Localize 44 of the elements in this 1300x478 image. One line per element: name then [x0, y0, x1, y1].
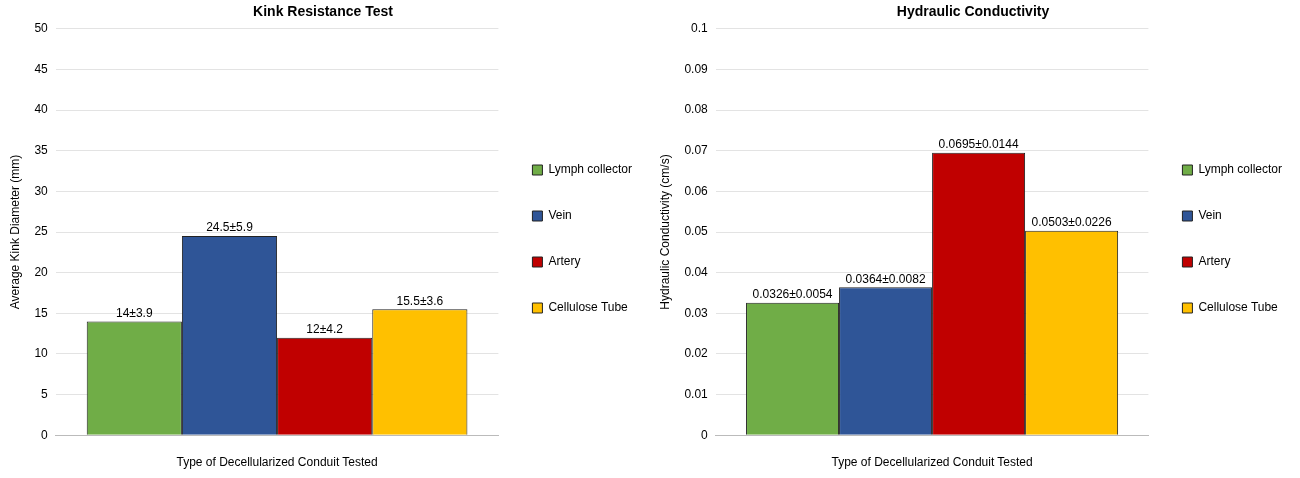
y-tick-label: 0.04	[684, 264, 709, 279]
data-label: 0.0695±0.0144	[938, 137, 1019, 152]
data-label: 12±4.2	[306, 321, 344, 336]
y-tick-label: 15	[34, 305, 49, 320]
chart-title: Hydraulic Conductivity	[896, 3, 1050, 20]
y-tick-label: 20	[34, 264, 49, 279]
data-label: 0.0326±0.0054	[752, 287, 833, 302]
y-tick-label: 30	[34, 183, 49, 198]
data-label: 0.0503±0.0226	[1031, 215, 1112, 230]
legend-label: Vein	[1198, 208, 1222, 223]
data-label: 0.0364±0.0082	[845, 271, 926, 286]
y-tick-label: 35	[34, 143, 49, 158]
y-axis-title: Hydraulic Conductivity (cm/s)	[657, 154, 672, 310]
legend-label: Lymph collector	[1198, 162, 1282, 177]
x-axis-title: Type of Decellularized Conduit Tested	[176, 455, 378, 470]
legend-label: Artery	[1198, 254, 1231, 269]
y-tick-label: 5	[41, 386, 49, 401]
y-tick-label: 0.02	[684, 346, 709, 361]
y-tick-label: 40	[34, 102, 49, 117]
legend-label: Cellulose Tube	[548, 300, 629, 315]
y-tick-label: 25	[34, 224, 49, 239]
chart-title: Kink Resistance Test	[253, 3, 394, 20]
data-label: 24.5±5.9	[206, 220, 254, 235]
legend-label: Vein	[548, 208, 572, 223]
y-tick-label: 0.03	[684, 305, 709, 320]
y-tick-label: 0	[701, 427, 709, 442]
y-tick-label: 10	[34, 346, 49, 361]
y-tick-label: 0.01	[684, 386, 709, 401]
y-tick-label: 0.07	[684, 143, 709, 158]
y-tick-label: 0.08	[684, 102, 709, 117]
y-tick-label: 0.06	[684, 183, 709, 198]
legend-label: Cellulose Tube	[1198, 300, 1279, 315]
y-tick-label: 0.1	[691, 21, 709, 36]
legend-label: Artery	[548, 254, 581, 269]
y-tick-label: 50	[34, 21, 49, 36]
legend-label: Lymph collector	[548, 162, 632, 177]
y-tick-label: 0.09	[684, 61, 709, 76]
y-tick-label: 45	[34, 61, 49, 76]
x-axis-title: Type of Decellularized Conduit Tested	[831, 455, 1033, 470]
y-axis-title: Average Kink Diameter (mm)	[7, 154, 22, 310]
data-label: 14±3.9	[116, 305, 153, 320]
y-tick-label: 0	[41, 427, 49, 442]
y-tick-label: 0.05	[684, 224, 709, 239]
data-label: 15.5±3.6	[396, 293, 444, 308]
